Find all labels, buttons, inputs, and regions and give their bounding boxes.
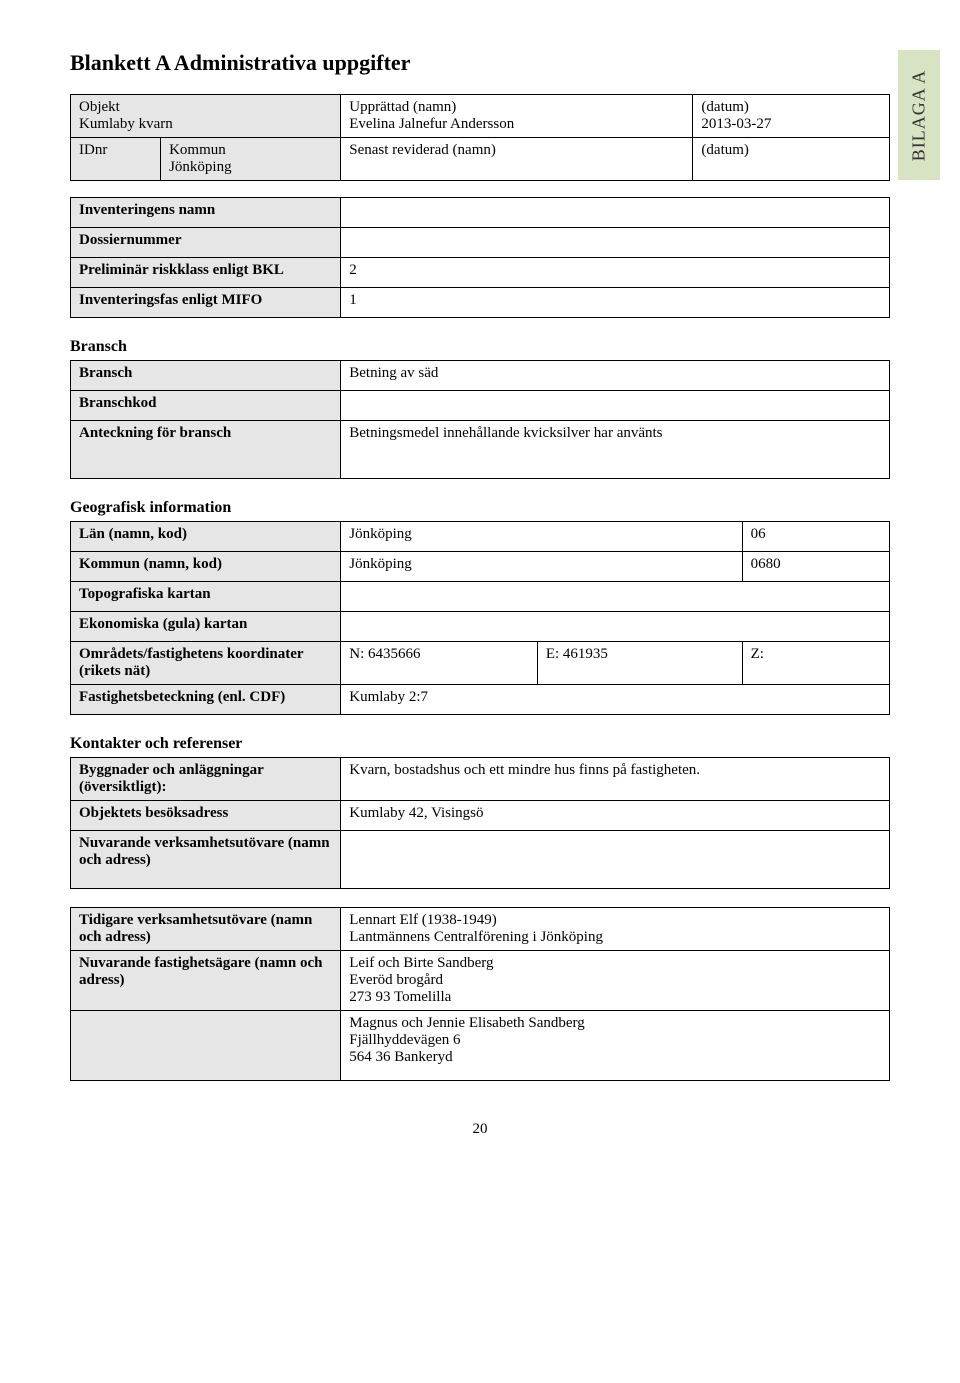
kontakt-table: Byggnader och anläggningar (översiktligt…: [70, 757, 890, 889]
anteckning-label: Anteckning för bransch: [71, 421, 341, 479]
topo-label: Topografiska kartan: [71, 582, 341, 612]
objekt-value: Kumlaby kvarn: [79, 116, 332, 133]
page-title: Blankett A Administrativa uppgifter: [70, 50, 890, 76]
coord-z: Z:: [742, 642, 889, 685]
eko-label: Ekonomiska (gula) kartan: [71, 612, 341, 642]
bransch-table: Bransch Betning av säd Branschkod Anteck…: [70, 360, 890, 479]
coord-label: Områdets/fastighetens koordinater (riket…: [71, 642, 341, 685]
side-tab-bilaga: BILAGA A: [898, 50, 940, 180]
bygg-label: Byggnader och anläggningar (översiktligt…: [71, 758, 341, 801]
extra-line1: Magnus och Jennie Elisabeth Sandberg: [349, 1015, 881, 1032]
upprattad-value: Evelina Jalnefur Andersson: [349, 116, 684, 133]
coord-e: E: 461935: [537, 642, 742, 685]
inv-namn-value: [341, 198, 890, 228]
nuv-utov-label: Nuvarande verksamhetsutövare (namn och a…: [71, 831, 341, 889]
extra-value: Magnus och Jennie Elisabeth Sandberg Fjä…: [341, 1011, 890, 1081]
besoksadress-label: Objektets besöksadress: [71, 801, 341, 831]
branschkod-value: [341, 391, 890, 421]
nuv-utov-value: [341, 831, 890, 889]
agare-label: Nuvarande fastighetsägare (namn och adre…: [71, 951, 341, 1011]
fastighet-value: Kumlaby 2:7: [341, 685, 890, 715]
dossier-label: Dossiernummer: [71, 228, 341, 258]
kommun2-label: Kommun (namn, kod): [71, 552, 341, 582]
idnr-label: IDnr: [71, 138, 161, 181]
fas-label: Inventeringsfas enligt MIFO: [71, 288, 341, 318]
fastighet-label: Fastighetsbeteckning (enl. CDF): [71, 685, 341, 715]
lan-code: 06: [742, 522, 889, 552]
extra-label: [71, 1011, 341, 1081]
bransch-label: Bransch: [71, 361, 341, 391]
extra-line2: Fjällhyddevägen 6: [349, 1032, 881, 1049]
datum-label: (datum): [701, 99, 881, 116]
topo-value: [341, 582, 890, 612]
anteckning-value: Betningsmedel innehållande kvicksilver h…: [341, 421, 890, 479]
agare-line1: Leif och Birte Sandberg: [349, 955, 881, 972]
geo-heading: Geografisk information: [70, 499, 890, 517]
lan-label: Län (namn, kod): [71, 522, 341, 552]
bransch-heading: Bransch: [70, 338, 890, 356]
tidigare-value: Lennart Elf (1938-1949) Lantmännens Cent…: [341, 908, 890, 951]
branschkod-label: Branschkod: [71, 391, 341, 421]
upprattad-label: Upprättad (namn): [349, 99, 684, 116]
riskklass-value: 2: [341, 258, 890, 288]
kommun2-code: 0680: [742, 552, 889, 582]
tidigare-line1: Lennart Elf (1938-1949): [349, 912, 881, 929]
extra-line3: 564 36 Bankeryd: [349, 1049, 881, 1066]
agare-value: Leif och Birte Sandberg Everöd brogård 2…: [341, 951, 890, 1011]
besoksadress-value: Kumlaby 42, Visingsö: [341, 801, 890, 831]
tidigare-label: Tidigare verksamhetsutövare (namn och ad…: [71, 908, 341, 951]
kommun-label: Kommun: [169, 142, 332, 159]
kommun2-name: Jönköping: [341, 552, 742, 582]
kommun-value: Jönköping: [169, 159, 332, 176]
page-number: 20: [70, 1121, 890, 1138]
objekt-label: Objekt: [79, 99, 332, 116]
kontakt-heading: Kontakter och referenser: [70, 735, 890, 753]
datum2-label: (datum): [701, 142, 881, 159]
bygg-value: Kvarn, bostadshus och ett mindre hus fin…: [341, 758, 890, 801]
bransch-value: Betning av säd: [341, 361, 890, 391]
datum-value: 2013-03-27: [701, 116, 881, 133]
lan-name: Jönköping: [341, 522, 742, 552]
coord-table: Områdets/fastighetens koordinater (riket…: [70, 642, 890, 715]
senast-label: Senast reviderad (namn): [349, 142, 684, 159]
top-table: Objekt Kumlaby kvarn Upprättad (namn) Ev…: [70, 94, 890, 181]
agare-line3: 273 93 Tomelilla: [349, 989, 881, 1006]
inventering-table: Inventeringens namn Dossiernummer Prelim…: [70, 197, 890, 318]
side-tab-label: BILAGA A: [909, 69, 930, 161]
tidigare-line2: Lantmännens Centralförening i Jönköping: [349, 929, 881, 946]
prev-table: Tidigare verksamhetsutövare (namn och ad…: [70, 907, 890, 1081]
geo-table: Län (namn, kod) Jönköping 06 Kommun (nam…: [70, 521, 890, 642]
inv-namn-label: Inventeringens namn: [71, 198, 341, 228]
coord-n: N: 6435666: [341, 642, 538, 685]
riskklass-label: Preliminär riskklass enligt BKL: [71, 258, 341, 288]
agare-line2: Everöd brogård: [349, 972, 881, 989]
fas-value: 1: [341, 288, 890, 318]
eko-value: [341, 612, 890, 642]
dossier-value: [341, 228, 890, 258]
